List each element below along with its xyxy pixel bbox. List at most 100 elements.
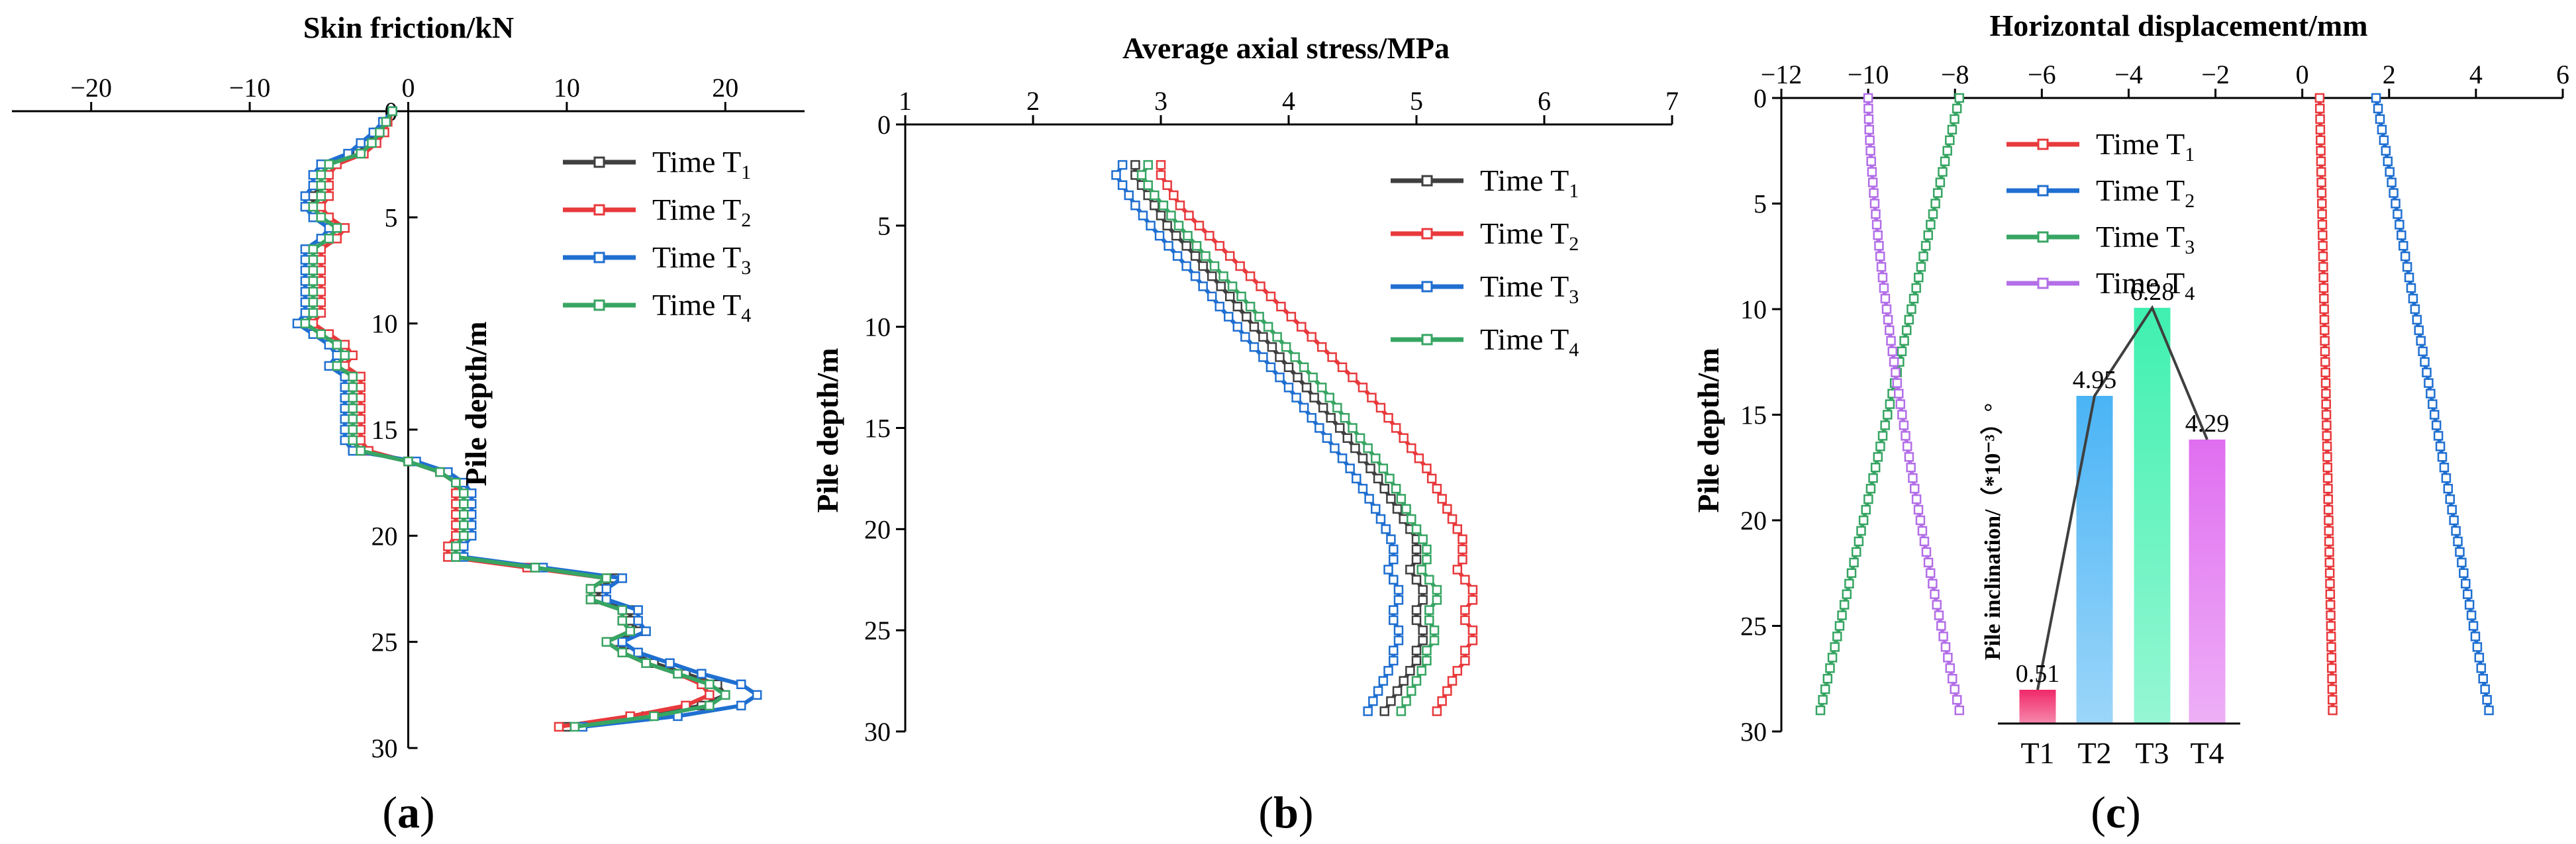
data-point-T3 xyxy=(1307,412,1316,423)
data-point-T2 xyxy=(356,435,366,445)
data-point-T4 xyxy=(1407,514,1416,524)
series-T4_c xyxy=(1863,93,1965,716)
data-point-T4 xyxy=(1942,146,1952,156)
data-point-T4 xyxy=(316,169,326,180)
data-point-T2 xyxy=(1184,211,1194,220)
data-point-T2 xyxy=(2318,230,2328,240)
data-point-T1 xyxy=(1318,402,1328,413)
data-point-T2 xyxy=(1407,443,1416,453)
data-point-T2 xyxy=(1348,372,1358,383)
x-tick-label: 10 xyxy=(554,73,580,103)
data-point-T4_c xyxy=(1877,272,1888,283)
data-point-T4 xyxy=(641,658,651,668)
data-point-T4_c xyxy=(1887,346,1898,357)
legend-swatch-marker xyxy=(1421,334,1433,346)
data-point-T2 xyxy=(1452,666,1463,676)
data-point-T4 xyxy=(348,435,358,445)
data-point-T2 xyxy=(316,265,326,275)
data-point-T3 xyxy=(300,308,311,318)
data-point-T4 xyxy=(316,212,326,222)
data-point-T3 xyxy=(1383,666,1393,676)
data-point-T3 xyxy=(1373,686,1383,696)
data-point-T4 xyxy=(308,287,319,297)
data-point-T2 xyxy=(554,722,564,732)
x-tick-label: −6 xyxy=(2028,60,2056,89)
data-point-T2 xyxy=(451,498,461,509)
data-point-T3 xyxy=(467,488,477,498)
data-point-T3 xyxy=(300,191,311,201)
data-point-T4_c xyxy=(1871,209,1881,219)
data-point-T4 xyxy=(1897,346,1907,357)
data-point-T3 xyxy=(292,318,303,328)
y-tick-label: 30 xyxy=(1740,717,1767,747)
data-point-T2 xyxy=(2314,103,2325,114)
data-point-T2 xyxy=(2324,568,2335,578)
data-point-T3 xyxy=(1154,230,1165,241)
data-point-T4 xyxy=(375,127,385,138)
data-point-T4 xyxy=(316,329,326,339)
data-point-T2 xyxy=(1286,312,1297,322)
data-point-T2 xyxy=(2325,600,2336,610)
data-point-T4 xyxy=(387,106,397,117)
data-point-T4 xyxy=(340,350,350,361)
data-point-T3 xyxy=(1172,251,1183,261)
data-point-T4_c xyxy=(1863,114,1874,124)
data-point-T1 xyxy=(1309,393,1319,402)
y-tick-label: 15 xyxy=(1740,400,1767,430)
data-point-T3 xyxy=(697,669,707,679)
y-tick-label: 15 xyxy=(372,415,398,445)
data-point-T2 xyxy=(1256,281,1265,291)
data-point-T2 xyxy=(1391,423,1401,433)
data-point-T2 xyxy=(2328,705,2338,716)
data-point-T4 xyxy=(1868,473,1878,483)
data-point-T2 xyxy=(1245,271,1256,281)
legend-item-1: Time T1 xyxy=(2006,127,2195,165)
inset-bar-chart: 0.51 T1 4.95 T2 6.28 T3 4.29 T4 Pile inclination… xyxy=(1979,278,2240,770)
data-point-T2 xyxy=(2316,156,2326,166)
data-point-T4 xyxy=(1416,666,1426,676)
data-point-T1 xyxy=(1224,291,1235,302)
data-point-T4 xyxy=(1947,124,1957,135)
y-tick-label: 10 xyxy=(1740,295,1767,324)
data-point-T1 xyxy=(1411,645,1422,655)
data-point-T4 xyxy=(1218,271,1228,281)
data-point-T1 xyxy=(308,191,319,201)
data-point-T2 xyxy=(1422,463,1432,473)
inset-bar-T3 xyxy=(2134,308,2171,724)
data-point-T3 xyxy=(2391,199,2401,209)
data-point-T1 xyxy=(1293,372,1303,383)
x-tick-label: −12 xyxy=(1761,60,1803,89)
data-point-T3 xyxy=(1389,615,1399,626)
data-point-T2 xyxy=(1447,676,1458,686)
data-point-T4 xyxy=(1422,554,1432,565)
data-point-T4 xyxy=(1918,252,1928,261)
inset-bar-T2 xyxy=(2076,396,2113,724)
legend-item-1: Time T1 xyxy=(1391,164,1579,202)
x-tick-label: −4 xyxy=(2114,60,2143,89)
data-point-T3 xyxy=(2389,188,2399,198)
data-point-T3 xyxy=(1249,342,1260,352)
y-tick-label: 0 xyxy=(877,110,891,140)
data-point-T1 xyxy=(1326,412,1336,423)
data-point-T4 xyxy=(1940,156,1950,166)
data-point-T2 xyxy=(1467,595,1478,605)
data-point-T4_c xyxy=(1921,547,1932,557)
data-point-T4 xyxy=(1911,283,1921,293)
data-point-T2 xyxy=(2326,653,2337,663)
data-point-T2 xyxy=(2322,473,2333,483)
data-point-T2 xyxy=(2316,177,2326,187)
data-point-T3 xyxy=(1164,241,1173,251)
data-point-T4 xyxy=(1411,524,1422,534)
data-point-T3 xyxy=(2455,547,2465,557)
data-point-T3 xyxy=(467,531,477,541)
legend-label: Time T3 xyxy=(2096,220,2195,258)
data-point-T1 xyxy=(1411,544,1422,555)
data-point-T2 xyxy=(1458,534,1467,544)
data-point-T4 xyxy=(1391,483,1401,494)
data-point-T4 xyxy=(308,308,319,318)
data-point-T1 xyxy=(1418,635,1428,645)
data-point-T2 xyxy=(1337,362,1348,373)
data-point-T3 xyxy=(2437,452,2448,462)
data-point-T3 xyxy=(2379,135,2389,146)
legend-swatch-marker xyxy=(1421,281,1433,293)
